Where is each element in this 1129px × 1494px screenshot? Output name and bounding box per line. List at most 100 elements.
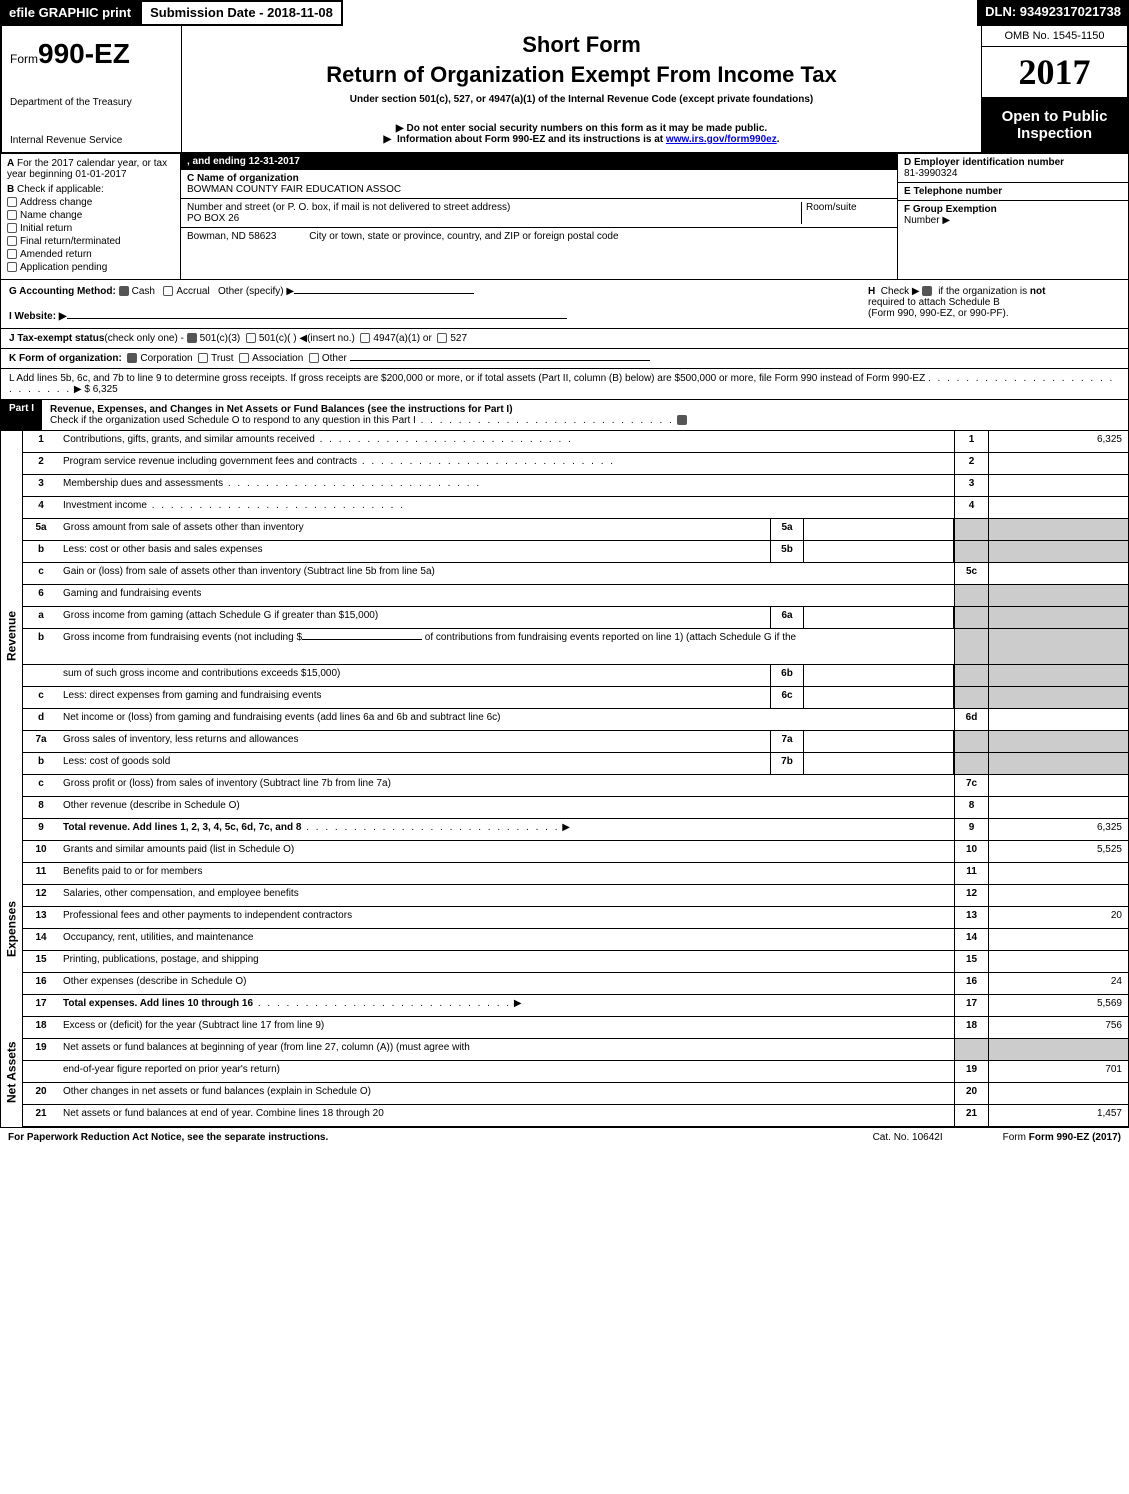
ln7a-mn: 7a (770, 731, 804, 752)
chk-amended-return-lbl: Amended return (20, 249, 92, 260)
ln12-rv (988, 885, 1128, 906)
ln4-rv (988, 497, 1128, 518)
info-line: Information about Form 990-EZ and its in… (190, 134, 973, 145)
ln14-rn: 14 (954, 929, 988, 950)
ln20-n: 20 (23, 1083, 59, 1104)
ln9-rv: 6,325 (988, 819, 1128, 840)
ln7a-rv (988, 731, 1128, 752)
ln17-d: Total expenses. Add lines 10 through 16 (63, 998, 253, 1009)
ln7c-rv (988, 775, 1128, 796)
ln6b-input[interactable] (302, 639, 422, 640)
k-o2: Trust (211, 353, 233, 364)
chk-final-return[interactable]: Final return/terminated (7, 236, 174, 247)
ln8-d: Other revenue (describe in Schedule O) (63, 800, 240, 811)
open-line1: Open to Public (986, 108, 1123, 125)
chk-corp[interactable] (127, 353, 137, 363)
ln6b2-rn (954, 665, 988, 686)
chk-name-change-lbl: Name change (20, 210, 82, 221)
ln20-rv (988, 1083, 1128, 1104)
info-link[interactable]: www.irs.gov/form990ez (666, 134, 777, 145)
ln6-d: Gaming and fundraising events (63, 588, 201, 599)
return-title: Return of Organization Exempt From Incom… (190, 62, 973, 88)
ln2-rv (988, 453, 1128, 474)
chk-assoc[interactable] (239, 353, 249, 363)
ln7b-n: b (23, 753, 59, 774)
j-row: J Tax-exempt status(check only one) - 50… (0, 329, 1129, 349)
ln7a-rn (954, 731, 988, 752)
part1-hdr: Part I (1, 400, 42, 430)
ln10-n: 10 (23, 841, 59, 862)
header-mid: Short Form Return of Organization Exempt… (182, 26, 982, 152)
g-other-input[interactable] (294, 293, 474, 294)
ln12-rn: 12 (954, 885, 988, 906)
ln7b-d: Less: cost of goods sold (63, 756, 170, 767)
ln10-rv: 5,525 (988, 841, 1128, 862)
chk-initial-return[interactable]: Initial return (7, 223, 174, 234)
ln14-d: Occupancy, rent, utilities, and maintena… (63, 932, 253, 943)
ln2-n: 2 (23, 453, 59, 474)
ln7b-rv (988, 753, 1128, 774)
org-name: BOWMAN COUNTY FAIR EDUCATION ASSOC (187, 184, 891, 195)
ln6d-n: d (23, 709, 59, 730)
chk-501c[interactable] (246, 333, 256, 343)
g-accrual: Accrual (176, 286, 209, 297)
open-line2: Inspection (986, 125, 1123, 142)
chk-name-change[interactable]: Name change (7, 210, 174, 221)
ln7c-d: Gross profit or (loss) from sales of inv… (63, 778, 391, 789)
chk-address-change[interactable]: Address change (7, 197, 174, 208)
ln3-rv (988, 475, 1128, 496)
org-city: Bowman, ND 58623 (187, 231, 277, 242)
ln15-rv (988, 951, 1128, 972)
ln7a-n: 7a (23, 731, 59, 752)
efile-print-button[interactable]: efile GRAPHIC print (0, 0, 140, 26)
ln6a-rn (954, 607, 988, 628)
ln6d-rv (988, 709, 1128, 730)
chk-other-org[interactable] (309, 353, 319, 363)
ln5a-n: 5a (23, 519, 59, 540)
j-label: J Tax-exempt status (9, 333, 104, 344)
room-suite-lbl: Room/suite (801, 202, 891, 224)
ln1-rv: 6,325 (988, 431, 1128, 452)
ln6-rv (988, 585, 1128, 606)
chk-4947[interactable] (360, 333, 370, 343)
ein-value: 81-3990324 (904, 168, 1122, 179)
f-number-lbl: Number (904, 215, 940, 226)
ln12-d: Salaries, other compensation, and employ… (63, 888, 299, 899)
chk-accrual[interactable] (163, 286, 173, 296)
chk-application-pending[interactable]: Application pending (7, 262, 174, 273)
ln5c-n: c (23, 563, 59, 584)
a-line: For the 2017 calendar year, or tax year … (7, 158, 167, 180)
chk-501c3[interactable] (187, 333, 197, 343)
ln7c-rn: 7c (954, 775, 988, 796)
ln8-rv (988, 797, 1128, 818)
ln19-rv (988, 1039, 1128, 1060)
k-row: K Form of organization: Corporation Trus… (0, 349, 1129, 369)
chk-trust[interactable] (198, 353, 208, 363)
chk-cash[interactable] (119, 286, 129, 296)
info-suffix: . (777, 134, 780, 145)
ln13-rn: 13 (954, 907, 988, 928)
ln7a-d: Gross sales of inventory, less returns a… (63, 734, 298, 745)
ln5a-d: Gross amount from sale of assets other t… (63, 522, 304, 533)
ln6a-mn: 6a (770, 607, 804, 628)
form-990ez: 990-EZ (38, 38, 130, 69)
header-left: Form990-EZ Department of the Treasury In… (2, 26, 182, 152)
ln17-rv: 5,569 (988, 995, 1128, 1016)
chk-h[interactable] (922, 286, 932, 296)
g-cash: Cash (132, 286, 155, 297)
website-input[interactable] (67, 318, 567, 319)
ln6c-rv (988, 687, 1128, 708)
dept-irs: Internal Revenue Service (10, 135, 173, 146)
j-o3: 4947(a)(1) or (373, 333, 431, 344)
ghi-left: G Accounting Method: Cash Accrual Other … (9, 286, 860, 322)
ln17-rn: 17 (954, 995, 988, 1016)
ln21-n: 21 (23, 1105, 59, 1126)
chk-amended-return[interactable]: Amended return (7, 249, 174, 260)
form-prefix: Form (10, 52, 38, 66)
h-text1: if the organization is (938, 286, 1030, 297)
k-other-input[interactable] (350, 360, 650, 361)
ln3-rn: 3 (954, 475, 988, 496)
chk-schedule-o[interactable] (677, 415, 687, 425)
ln8-n: 8 (23, 797, 59, 818)
chk-527[interactable] (437, 333, 447, 343)
